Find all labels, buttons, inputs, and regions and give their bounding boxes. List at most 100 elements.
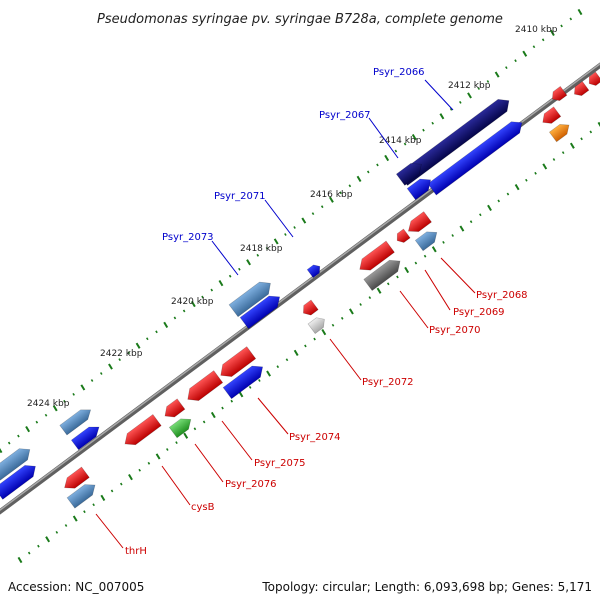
tick-mark-inner <box>451 234 454 237</box>
gene-psyr-2071 <box>306 264 321 279</box>
accession-text: Accession: NC_007005 <box>8 580 145 594</box>
gene-psyr-2068-b <box>414 231 438 252</box>
tick-mark-inner <box>110 489 114 493</box>
tick-mark-outer <box>403 142 407 146</box>
tick-mark-outer <box>190 300 196 308</box>
tick-mark-inner <box>487 204 492 211</box>
kbp-label-2422: 2422 kbp <box>100 349 143 359</box>
gene-psyr-2073-b <box>239 295 281 330</box>
tick-mark-inner <box>304 344 307 348</box>
gene-label-psyr-2066: Psyr_2066 <box>373 67 425 78</box>
tick-mark-outer <box>541 38 545 42</box>
tick-mark-outer <box>348 184 352 188</box>
tick-mark-outer <box>394 149 398 153</box>
tick-mark-inner <box>396 275 399 279</box>
gene-thrh <box>64 466 90 489</box>
tick-mark-outer <box>577 8 583 16</box>
gene-red-a <box>552 85 568 101</box>
tick-mark-inner <box>221 406 224 410</box>
tick-mark-outer <box>265 246 269 250</box>
gene-left-a <box>59 409 92 436</box>
tick-mark-outer <box>273 238 279 245</box>
kbp-labels: 2410 kbp 2412 kbp 2414 kbp 2416 kbp 2418… <box>27 25 558 409</box>
tick-mark-inner <box>442 240 445 244</box>
tick-mark-outer <box>320 205 324 209</box>
tick-mark-inner <box>166 448 169 451</box>
tick-mark-outer <box>238 267 241 271</box>
tick-mark-inner <box>202 420 206 424</box>
gene-labels: Psyr_2066 Psyr_2067 Psyr_2071 Psyr_2073 … <box>125 67 528 557</box>
kbp-label-2412: 2412 kbp <box>448 81 491 91</box>
tick-mark-outer <box>422 128 425 132</box>
tick-mark-inner <box>404 266 410 274</box>
gene-red-d <box>542 106 562 124</box>
gene-psyr-2067 <box>406 178 431 201</box>
gene-features <box>0 71 600 509</box>
tick-mark-inner <box>147 461 151 465</box>
tick-mark-inner <box>525 178 528 182</box>
tick-mark-outer <box>256 253 260 257</box>
tick-mark-inner <box>27 551 31 555</box>
tick-mark-inner <box>589 130 593 134</box>
tick-mark-inner <box>276 365 280 369</box>
tick-mark-inner <box>285 358 289 362</box>
tick-mark-inner <box>569 142 575 149</box>
tick-mark-inner <box>45 536 51 543</box>
kbp-label-2420: 2420 kbp <box>171 297 214 307</box>
tick-mark-inner <box>597 121 600 127</box>
tick-mark-inner <box>431 246 437 253</box>
tick-mark-inner <box>128 474 133 481</box>
tick-mark-outer <box>284 233 287 236</box>
tick-mark-inner <box>321 329 327 336</box>
gene-label-psyr-2073: Psyr_2073 <box>162 232 214 243</box>
tick-mark-outer <box>514 59 517 63</box>
tick-mark-inner <box>459 225 465 232</box>
tick-mark-inner <box>542 163 548 170</box>
tick-mark-outer <box>532 45 536 49</box>
tick-mark-inner <box>349 308 354 315</box>
tick-mark-inner <box>376 287 382 294</box>
tick-mark-outer <box>486 80 490 83</box>
gene-left-b <box>70 426 100 451</box>
gene-red-c <box>588 71 600 86</box>
tick-mark-inner <box>193 427 197 431</box>
tick-mark-inner <box>248 385 252 389</box>
tick-mark-outer <box>449 107 453 111</box>
gene-label-psyr-2068: Psyr_2068 <box>476 290 528 301</box>
tick-mark-outer <box>108 363 113 370</box>
tick-mark-outer <box>182 309 186 313</box>
tick-mark-inner <box>313 337 316 341</box>
gene-label-psyr-2070: Psyr_2070 <box>429 325 481 336</box>
gene-psyr-2073 <box>228 281 271 318</box>
kbp-label-2424: 2424 kbp <box>27 399 70 409</box>
tick-mark-inner <box>561 151 565 155</box>
tick-mark-inner <box>423 254 427 258</box>
tick-mark-inner <box>552 158 556 161</box>
tick-mark-inner <box>258 379 261 382</box>
tick-mark-outer <box>44 413 48 417</box>
gene-psyr-2074 <box>220 346 257 377</box>
tick-mark-inner <box>64 524 68 527</box>
tick-mark-outer <box>549 29 555 36</box>
tick-mark-outer <box>7 441 11 445</box>
tick-mark-outer <box>411 134 417 141</box>
tick-mark-outer <box>505 66 508 70</box>
gene-label-psyr-2071: Psyr_2071 <box>214 191 266 202</box>
tick-mark-inner <box>92 503 95 507</box>
tick-mark-inner <box>210 411 216 419</box>
tick-mark-outer <box>135 342 141 349</box>
tick-mark-outer <box>560 24 563 28</box>
tick-mark-inner <box>340 316 344 320</box>
tick-mark-inner <box>238 391 244 398</box>
tick-mark-outer <box>80 384 86 391</box>
gene-psyr-2067-a <box>395 163 422 186</box>
tick-mark-outer <box>246 259 251 266</box>
gene-label-cysb: cysB <box>191 502 215 513</box>
tick-mark-inner <box>331 323 335 327</box>
tick-mark-inner <box>359 303 362 306</box>
gene-far-left-a <box>0 448 31 481</box>
kbp-label-2418: 2418 kbp <box>240 244 283 254</box>
tick-mark-outer <box>494 71 500 78</box>
tick-mark-inner <box>138 468 141 472</box>
tick-mark-inner <box>368 296 372 300</box>
